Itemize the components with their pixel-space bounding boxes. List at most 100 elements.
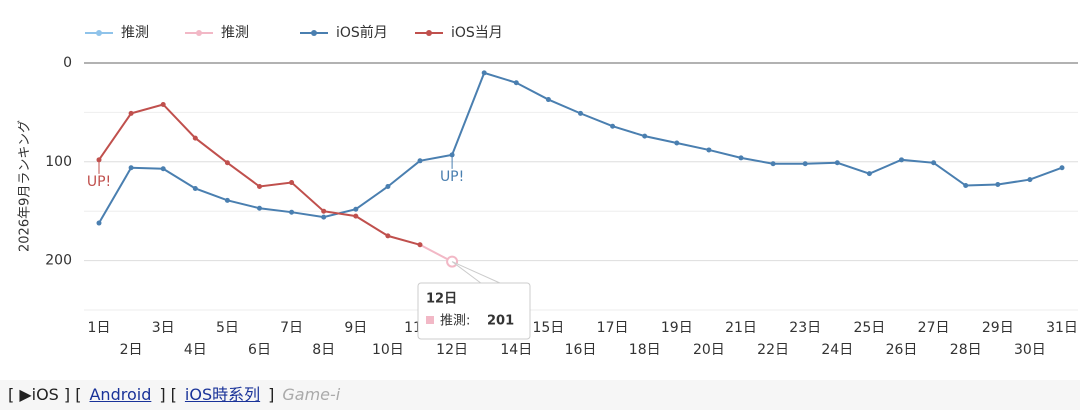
x-tick-label: 7日 [280, 320, 303, 336]
x-tick-label: 14日 [500, 342, 532, 358]
tooltip-swatch [426, 316, 434, 324]
point [224, 197, 230, 203]
nav-link[interactable]: iOS時系列 [184, 385, 261, 404]
legend-label: iOS前月 [336, 24, 388, 41]
nav-text: ] [268, 385, 275, 404]
tooltip-label: 推測: [440, 314, 470, 329]
x-tick-label: 1日 [88, 320, 111, 336]
point [321, 214, 327, 220]
point [417, 158, 423, 164]
point [642, 133, 648, 139]
tooltip-pointer [451, 261, 503, 285]
x-tick-label: 10日 [372, 342, 404, 358]
point [289, 180, 295, 186]
x-tick-label: 31日 [1046, 320, 1078, 336]
point [706, 147, 712, 153]
tooltip-box [417, 282, 531, 340]
point [931, 160, 937, 166]
point [128, 110, 134, 116]
y-axis-label: 2026年9月ランキング [18, 120, 33, 252]
series-line [419, 243, 453, 263]
tooltip-title: 12日 [426, 292, 457, 307]
x-tick-label: 18日 [629, 342, 661, 358]
point [385, 233, 391, 239]
point [866, 171, 872, 177]
legend-label: 推測 [221, 25, 249, 41]
legend-marker [426, 30, 432, 36]
point [289, 209, 295, 215]
point [160, 101, 166, 107]
x-tick-label: 17日 [597, 320, 629, 336]
point [257, 184, 262, 189]
y-tick-label: 100 [45, 154, 72, 170]
point [224, 160, 230, 166]
point [321, 208, 327, 214]
y-tick-label: 0 [63, 55, 72, 71]
point [578, 110, 583, 116]
y-tick-label: 200 [45, 253, 72, 269]
point [770, 161, 776, 167]
nav-bar: [ ▶iOS ] [ Android ] [ iOS時系列] Game-i [0, 380, 1080, 410]
point [738, 155, 744, 161]
legend-marker [311, 30, 317, 36]
x-tick-label: 20日 [693, 342, 725, 358]
nav-text: [ ▶iOS ] [ [8, 385, 82, 404]
x-tick-label: 4日 [184, 342, 207, 358]
point [1059, 165, 1065, 171]
point [192, 135, 198, 141]
point [96, 220, 102, 226]
x-tick-label: 9日 [344, 320, 367, 336]
x-tick-label: 2日 [120, 342, 143, 358]
nav-text: ] [ [159, 385, 177, 404]
series-line [98, 103, 421, 246]
x-tick-label: 26日 [886, 342, 918, 358]
point [513, 80, 519, 86]
annotation: UP! [87, 174, 111, 190]
point [160, 166, 166, 172]
point [257, 205, 262, 211]
tooltip-value: 201 [487, 314, 514, 329]
point [834, 160, 840, 166]
x-tick-label: 30日 [1014, 342, 1046, 358]
point [1027, 177, 1033, 183]
x-tick-label: 24日 [821, 342, 853, 358]
x-tick-label: 22日 [757, 342, 789, 358]
x-tick-label: 29日 [982, 320, 1014, 336]
series-line [98, 71, 1063, 224]
legend-marker [96, 30, 102, 36]
legend-label: 推測 [121, 25, 149, 41]
point [128, 165, 134, 171]
point [995, 182, 1001, 188]
point [545, 97, 551, 103]
x-tick-label: 12日 [436, 342, 468, 358]
point [481, 70, 487, 76]
x-tick-label: 8日 [312, 342, 335, 358]
point [802, 161, 808, 167]
nav-link[interactable]: Android [89, 385, 152, 404]
x-tick-label: 27日 [918, 320, 950, 336]
annotation: UP! [440, 169, 464, 185]
nav-text: Game-i [282, 385, 341, 404]
legend-marker [196, 30, 202, 36]
point [610, 123, 616, 129]
point [192, 185, 198, 191]
point [417, 242, 423, 248]
x-tick-label: 15日 [532, 320, 564, 336]
x-tick-label: 25日 [853, 320, 885, 336]
x-tick-label: 28日 [950, 342, 982, 358]
legend-label: iOS当月 [451, 25, 503, 41]
x-tick-label: 19日 [661, 320, 693, 336]
point [353, 206, 359, 212]
x-tick-label: 21日 [725, 320, 757, 336]
x-tick-label: 3日 [152, 320, 175, 336]
point [353, 213, 359, 219]
point [674, 140, 680, 146]
point [385, 184, 391, 189]
point [899, 157, 904, 163]
x-tick-label: 6日 [248, 342, 271, 358]
x-tick-label: 16日 [565, 342, 597, 358]
point [963, 183, 969, 189]
x-tick-label: 23日 [789, 320, 821, 336]
chart: 2026年9月ランキング 0 100 200 1日 2日 3日 4日 5日 6日 7日 8日 9日 10… [18, 24, 1078, 358]
x-tick-label: 5日 [216, 320, 239, 336]
